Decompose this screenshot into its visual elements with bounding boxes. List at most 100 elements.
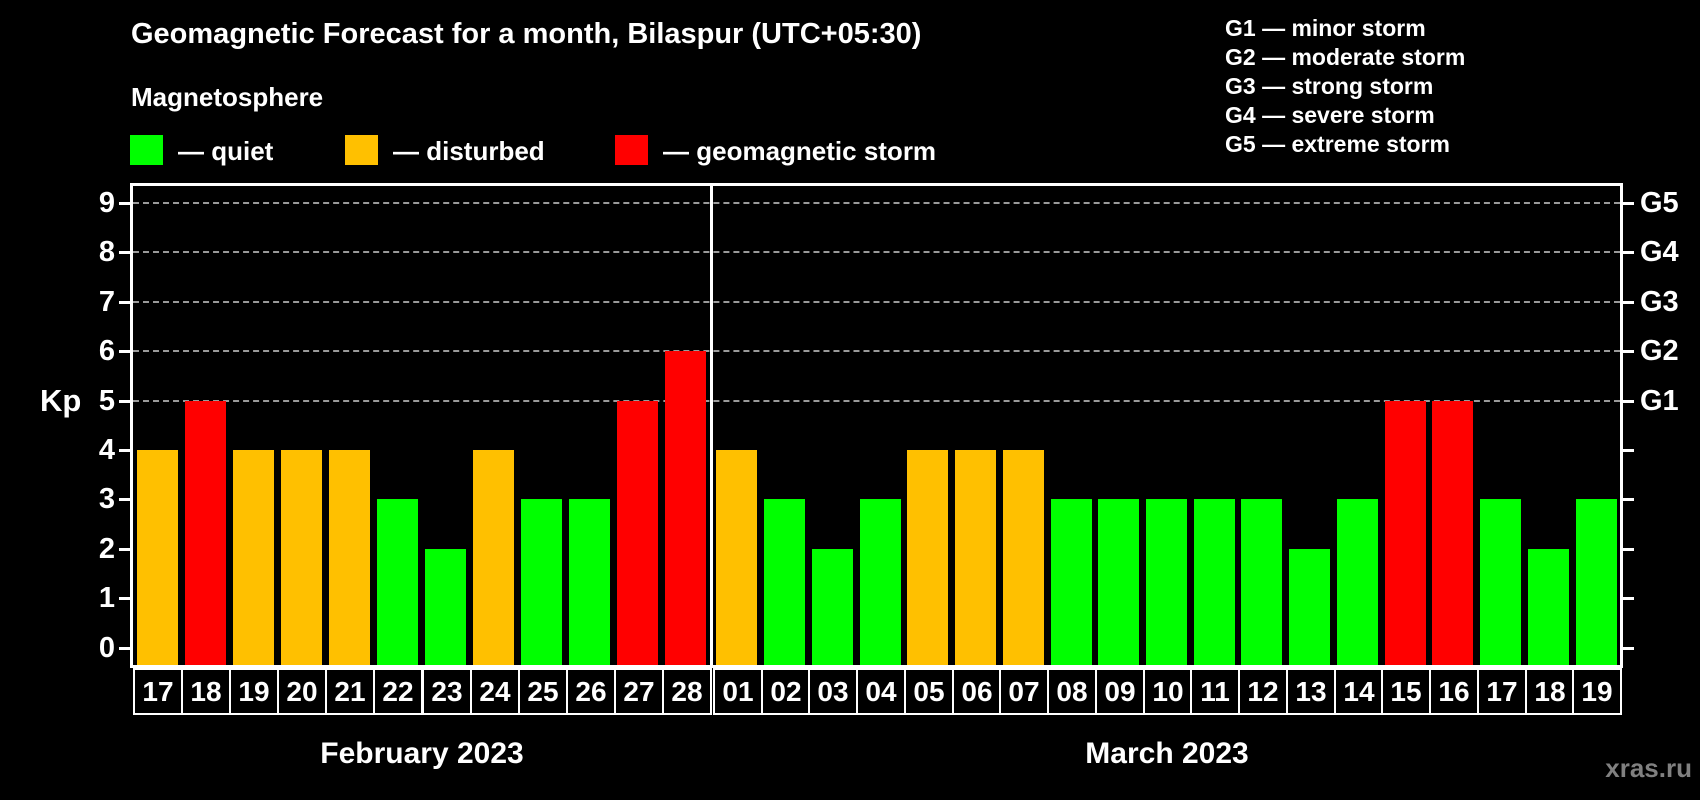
kp-bar	[569, 499, 610, 665]
day-cell: 06	[952, 668, 1002, 715]
legend-label-disturbed: — disturbed	[393, 136, 545, 166]
kp-bar	[1003, 450, 1044, 665]
kp-bar	[233, 450, 274, 665]
y-axis-tick-label: 4	[98, 434, 115, 466]
day-cell: 22	[373, 668, 423, 715]
kp-gridline	[133, 251, 1620, 253]
day-cell: 18	[1525, 668, 1575, 715]
kp-bar	[1480, 499, 1521, 665]
kp-bar	[860, 499, 901, 665]
kp-bar	[812, 549, 853, 665]
day-cell: 26	[566, 668, 616, 715]
kp-bar	[1289, 549, 1330, 665]
kp-gridline	[133, 202, 1620, 204]
day-cell: 11	[1190, 668, 1240, 715]
day-cell: 03	[808, 668, 858, 715]
day-cell: 20	[277, 668, 327, 715]
kp-gridline	[133, 350, 1620, 352]
day-cell: 27	[614, 668, 664, 715]
day-cell: 13	[1286, 668, 1336, 715]
axis-tick-left	[119, 548, 130, 551]
watermark: xras.ru	[1605, 753, 1692, 783]
day-cell: 25	[518, 668, 568, 715]
day-cell: 01	[713, 668, 763, 715]
month-label: February 2023	[320, 737, 524, 770]
kp-bar	[473, 450, 514, 665]
kp-bar	[907, 450, 948, 665]
axis-tick-left	[119, 400, 130, 403]
day-cell: 08	[1047, 668, 1097, 715]
kp-bar	[716, 450, 757, 665]
g-axis-label: G2	[1640, 335, 1679, 367]
kp-bar	[1337, 499, 1378, 665]
legend-label-quiet: — quiet	[178, 136, 274, 166]
g-axis-label: G1	[1640, 385, 1679, 417]
y-axis-tick-label: 7	[98, 286, 115, 318]
y-axis-tick-label: 3	[98, 483, 115, 515]
day-cell: 28	[662, 668, 712, 715]
day-cell: 24	[470, 668, 520, 715]
legend-swatch-disturbed	[345, 135, 378, 165]
y-axis-tick-label: 9	[98, 187, 115, 219]
month-label: March 2023	[1085, 737, 1249, 770]
chart-subtitle: Magnetosphere	[131, 82, 324, 112]
axis-tick-right	[1623, 251, 1634, 254]
kp-bar	[955, 450, 996, 665]
kp-bar	[617, 401, 658, 665]
y-axis-tick-label: 8	[98, 236, 115, 268]
day-cell: 16	[1429, 668, 1479, 715]
day-cell: 05	[904, 668, 954, 715]
axis-tick-left	[119, 301, 130, 304]
g-legend-line: G3 — strong storm	[1225, 73, 1434, 99]
day-cell: 12	[1238, 668, 1288, 715]
kp-bar	[1385, 401, 1426, 665]
kp-bar	[1241, 499, 1282, 665]
kp-bar	[1528, 549, 1569, 665]
legend-swatch-storm	[615, 135, 648, 165]
axis-tick-right	[1623, 350, 1634, 353]
legend-swatch-quiet	[130, 135, 163, 165]
kp-bar	[185, 401, 226, 665]
kp-bar	[1051, 499, 1092, 665]
y-axis-tick-label: 6	[98, 335, 115, 367]
axis-tick-right	[1623, 548, 1634, 551]
kp-bar	[764, 499, 805, 665]
axis-tick-left	[119, 498, 130, 501]
kp-bar	[521, 499, 562, 665]
month-divider	[710, 186, 713, 665]
g-legend-line: G4 — severe storm	[1225, 102, 1435, 128]
day-cell: 02	[761, 668, 811, 715]
day-cell: 19	[229, 668, 279, 715]
day-cell: 23	[422, 668, 472, 715]
kp-bar	[377, 499, 418, 665]
day-cell: 15	[1381, 668, 1431, 715]
kp-bar	[1146, 499, 1187, 665]
day-axis: 17 18 19 20 21 22 23 24 25 26 27 28 01 02 03 04 05 06 07 08…	[133, 668, 1622, 715]
kp-gridline	[133, 400, 1620, 402]
g-legend-line: G2 — moderate storm	[1225, 44, 1466, 70]
g-scale-legend: G1 — minor storm G2 — moderate storm G3 — …	[1225, 14, 1465, 159]
kp-bar	[665, 351, 706, 665]
legend-label-storm: — geomagnetic storm	[663, 136, 937, 166]
axis-tick-right	[1623, 597, 1634, 600]
day-cell: 14	[1334, 668, 1384, 715]
day-cell: 18	[181, 668, 231, 715]
chart-title: Geomagnetic Forecast for a month, Bilasp…	[131, 18, 922, 50]
g-axis-label: G5	[1640, 187, 1679, 219]
kp-bar	[1194, 499, 1235, 665]
axis-tick-right	[1623, 647, 1634, 650]
axis-tick-right	[1623, 400, 1634, 403]
kp-bar	[281, 450, 322, 665]
kp-bar	[1098, 499, 1139, 665]
y-axis-tick-label: 1	[98, 582, 115, 614]
axis-tick-left	[119, 597, 130, 600]
y-axis-tick-label: 0	[98, 632, 115, 664]
day-cell: 19	[1572, 668, 1622, 715]
y-axis-title: Kp	[40, 383, 82, 418]
axis-tick-left	[119, 449, 130, 452]
axis-tick-left	[119, 251, 130, 254]
day-cell: 17	[133, 668, 183, 715]
kp-gridline	[133, 301, 1620, 303]
axis-tick-left	[119, 647, 130, 650]
axis-tick-right	[1623, 301, 1634, 304]
